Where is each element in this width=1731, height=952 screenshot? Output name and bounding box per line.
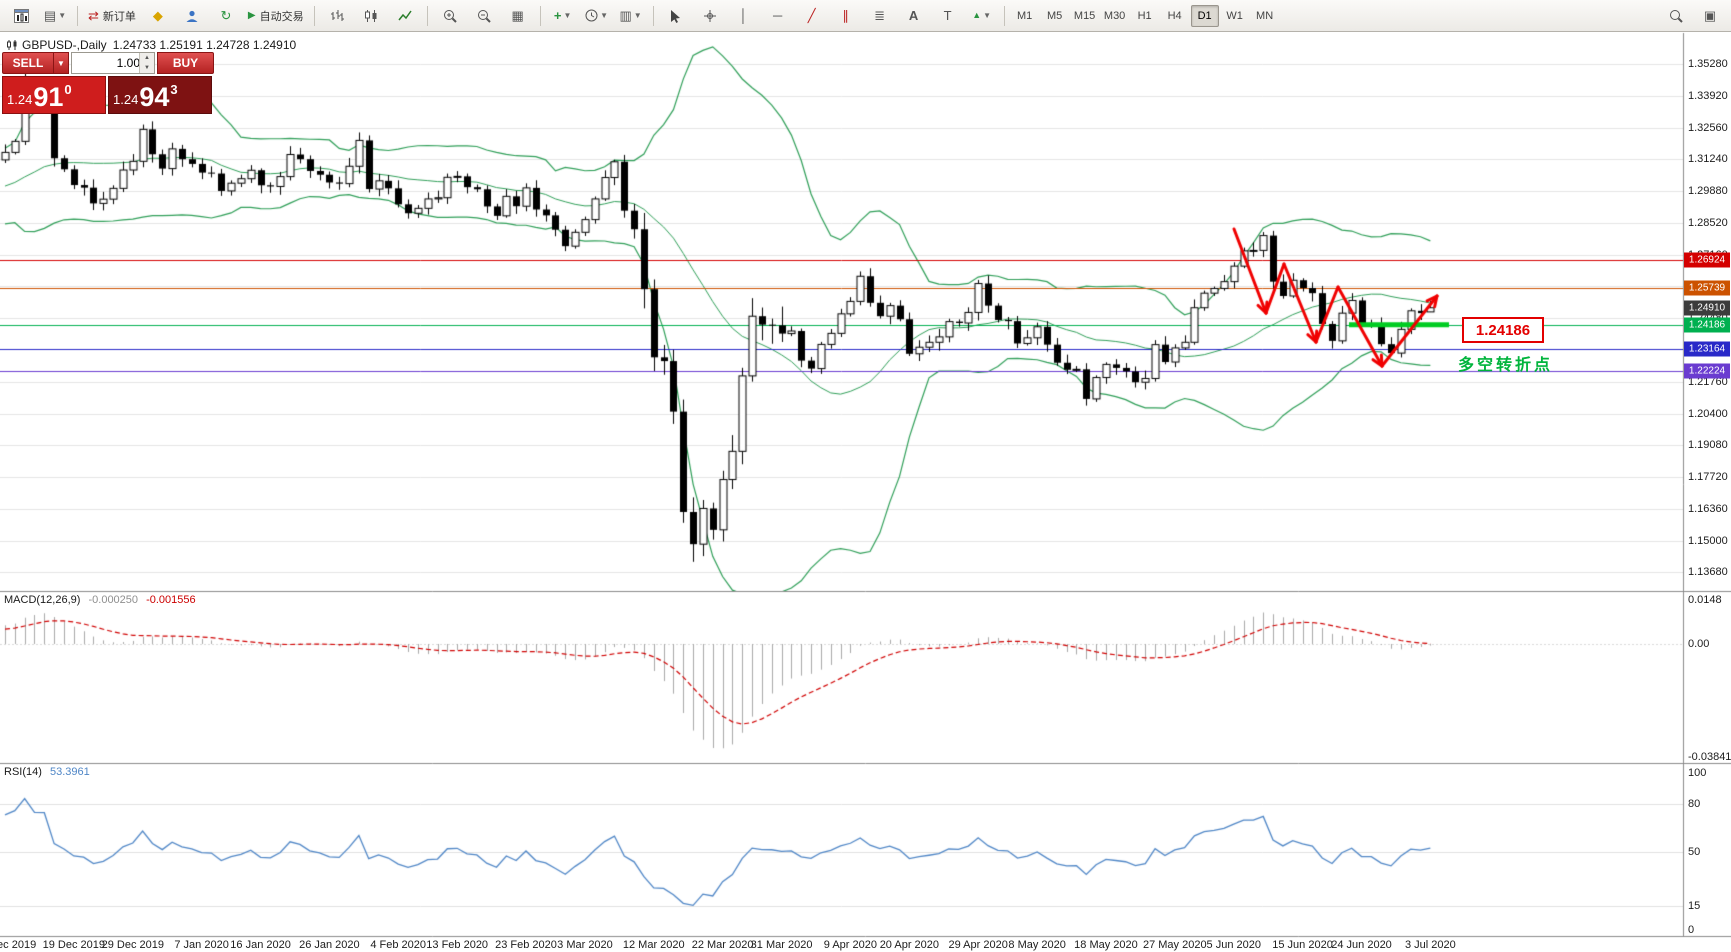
rsi-pane-header: RSI(14) 53.3961 <box>4 766 90 778</box>
price-axis-label: 1.35280 <box>1688 58 1728 71</box>
date-axis-label: 29 Apr 2020 <box>948 939 1008 951</box>
date-axis-label: 23 Feb 2020 <box>495 939 557 951</box>
price-axis-label: 1.33920 <box>1688 89 1728 102</box>
date-axis-label: 26 Jan 2020 <box>299 939 360 951</box>
volume-stepper: ▲ ▼ <box>139 53 154 73</box>
sell-price-big-figure: 1.24 <box>7 92 33 107</box>
date-axis-label: 10 Dec 2019 <box>0 939 37 951</box>
sell-quote-box[interactable]: 1.24 91 0 <box>2 76 106 114</box>
price-axis-label: 1.29880 <box>1688 184 1728 197</box>
date-axis-label: 3 Jul 2020 <box>1404 939 1456 951</box>
trade-panel-controls: SELL ▼ ▲ ▼ BUY <box>2 52 214 74</box>
date-axis-label: 3 Mar 2020 <box>557 939 613 951</box>
turning-point-annotation: 多空转折点 <box>1458 357 1554 374</box>
sell-button-label: SELL <box>12 56 44 70</box>
sell-button[interactable]: SELL <box>2 52 54 74</box>
price-axis-label: 1.32560 <box>1688 121 1728 134</box>
volume-field: ▲ ▼ <box>71 52 155 74</box>
rsi-axis-label: 15 <box>1688 900 1701 913</box>
date-axis-label: 18 May 2020 <box>1074 939 1138 951</box>
date-axis-label: 22 Mar 2020 <box>691 939 754 951</box>
trade-panel-quotes: 1.24 91 0 1.24 94 3 <box>2 76 214 114</box>
chart-type-icon <box>7 40 17 50</box>
macd-pane-header: MACD(12,26,9) -0.000250 -0.001556 <box>4 594 196 606</box>
symbol-header: GBPUSD-,Daily 1.24733 1.25191 1.24728 1.… <box>6 38 296 52</box>
price-axis-label: 1.31240 <box>1688 152 1728 165</box>
sell-price-pips: 91 <box>33 82 64 112</box>
date-axis-label: 13 Feb 2020 <box>426 939 489 951</box>
buy-quote-box[interactable]: 1.24 94 3 <box>108 76 212 114</box>
date-axis-label: 12 Mar 2020 <box>622 939 685 951</box>
rsi-axis-label: 80 <box>1688 798 1701 811</box>
date-axis-label: 9 Apr 2020 <box>823 939 877 951</box>
macd-signal-value: -0.001556 <box>146 594 196 606</box>
date-axis-label: 27 May 2020 <box>1142 939 1207 951</box>
volume-up-button[interactable]: ▲ <box>140 53 154 63</box>
rsi-axis-label: 100 <box>1688 767 1707 779</box>
date-axis-label: 31 Mar 2020 <box>750 939 813 951</box>
price-tag-1.25739: 1.25739 <box>1684 280 1730 296</box>
date-axis-label: 19 Dec 2019 <box>42 939 105 951</box>
price-axis-label: 1.20400 <box>1688 407 1728 420</box>
price-axis-label: 1.28520 <box>1688 216 1728 229</box>
buy-price-pips: 94 <box>139 82 170 112</box>
symbol-name: GBPUSD-,Daily <box>22 38 107 52</box>
date-axis-label: 7 Jan 2020 <box>174 939 229 951</box>
chevron-down-icon: ▼ <box>57 58 65 68</box>
buy-price-big-figure: 1.24 <box>113 92 139 107</box>
price-axis-label: 1.17720 <box>1688 470 1728 483</box>
symbol-ohlc: 1.24733 1.25191 1.24728 1.24910 <box>112 38 297 52</box>
rsi-label: RSI(14) <box>4 766 42 778</box>
date-axis-label: 29 Dec 2019 <box>101 939 164 951</box>
buy-button-label: BUY <box>172 56 199 70</box>
date-axis-label: 24 Jun 2020 <box>1331 939 1392 951</box>
sell-price-point: 0 <box>64 82 72 97</box>
price-axis-label: 1.16360 <box>1688 502 1728 515</box>
date-axis-label: 8 May 2020 <box>1008 939 1066 951</box>
buy-price-point: 3 <box>170 82 178 97</box>
macd-main-value: -0.000250 <box>88 594 139 606</box>
price-axis-label: 1.13680 <box>1688 565 1728 578</box>
one-click-trading-panel: SELL ▼ ▲ ▼ BUY 1.24 91 0 1.2 <box>2 52 214 114</box>
date-axis-label: 15 Jun 2020 <box>1272 939 1333 951</box>
date-axis-label: 16 Jan 2020 <box>230 939 291 951</box>
date-axis-label: 5 Jun 2020 <box>1206 939 1261 951</box>
price-axis-label: 1.21760 <box>1688 375 1728 388</box>
macd-axis-label: 0.0148 <box>1688 594 1722 607</box>
macd-axis-label: -0.038415 <box>1688 751 1731 764</box>
buy-button[interactable]: BUY <box>157 52 214 74</box>
price-tag-1.24186: 1.24186 <box>1684 317 1730 333</box>
price-tag-1.24910: 1.24910 <box>1684 300 1730 316</box>
price-axis-label: 1.15000 <box>1688 534 1728 547</box>
price-axis-label: 1.19080 <box>1688 438 1728 451</box>
sell-dropdown-button[interactable]: ▼ <box>54 52 69 74</box>
volume-down-button[interactable]: ▼ <box>140 63 154 73</box>
rsi-axis-label: 0 <box>1688 924 1695 936</box>
rsi-axis-label: 50 <box>1688 845 1701 858</box>
volume-input[interactable] <box>72 53 142 73</box>
price-tag-1.22224: 1.22224 <box>1684 363 1730 379</box>
price-tag-1.26924: 1.26924 <box>1684 252 1730 268</box>
date-axis-label: 4 Feb 2020 <box>370 939 427 951</box>
price-tag-1.23164: 1.23164 <box>1684 341 1730 357</box>
date-axis-label: 20 Apr 2020 <box>879 939 940 951</box>
level-annotation-box: 1.24186 <box>1462 317 1544 343</box>
macd-label: MACD(12,26,9) <box>4 594 81 606</box>
macd-axis-label: 0.00 <box>1688 638 1710 650</box>
rsi-value: 53.3961 <box>49 766 90 778</box>
